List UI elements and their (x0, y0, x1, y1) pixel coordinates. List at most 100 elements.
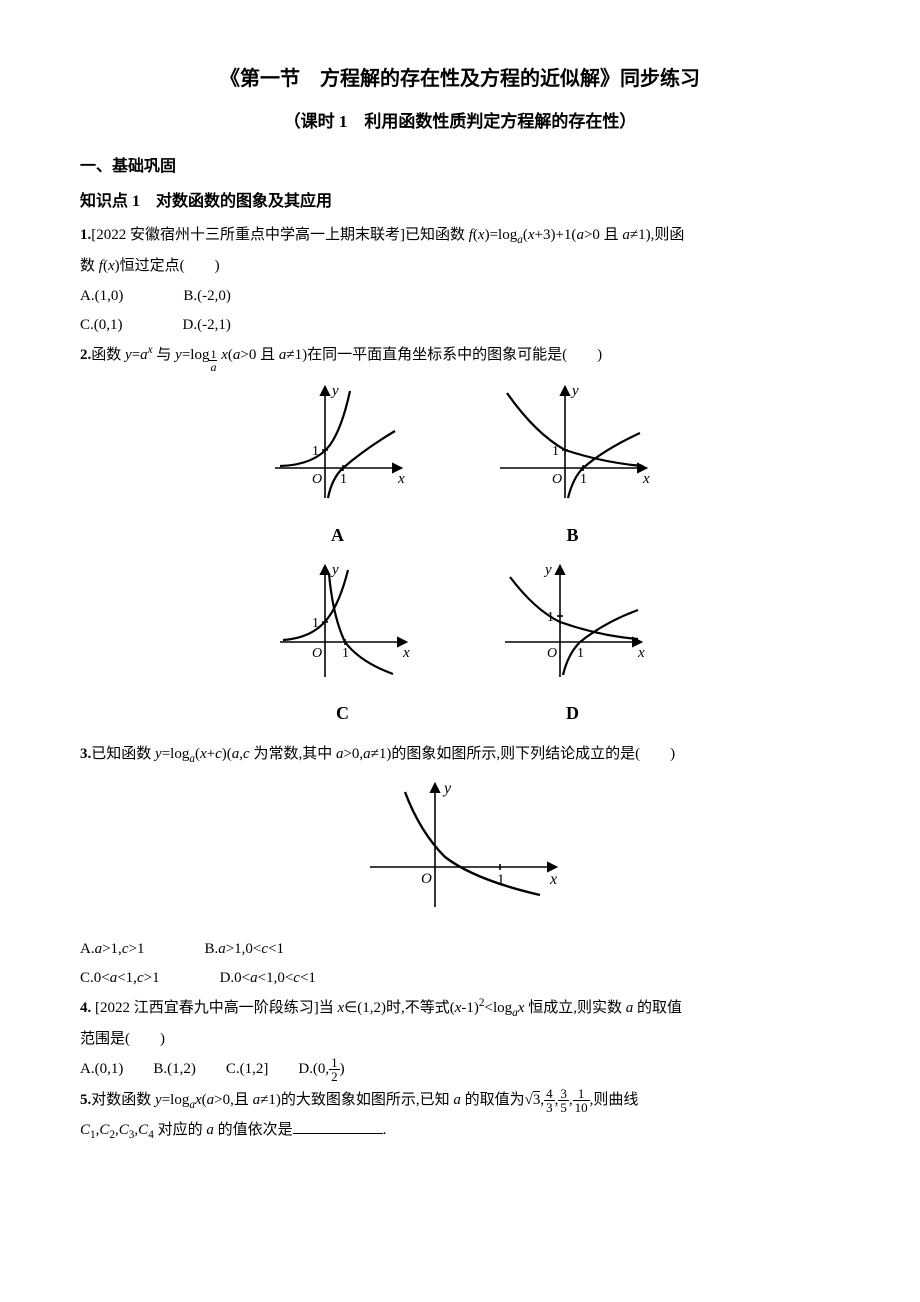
q2-logsub: 1a (209, 354, 217, 366)
q1-a: a (576, 227, 584, 243)
q1-x2: x (528, 227, 535, 243)
q2-label-c: C (275, 696, 410, 730)
q3d-a: a (250, 970, 258, 986)
q3b-m: >1,0< (226, 941, 262, 957)
q3-y: y (155, 746, 162, 762)
svg-text:O: O (552, 472, 562, 487)
page-title: 《第一节 方程解的存在性及方程的近似解》同步练习 (80, 60, 840, 98)
q3c-m: <1, (117, 970, 137, 986)
q3-options-row2: C.0<a<1,c>1 D.0<a<1,0<c<1 (80, 964, 840, 993)
q3b-l: B. (204, 941, 218, 957)
svg-text:x: x (642, 471, 650, 487)
q3-options-row1: A.a>1,c>1 B.a>1,0<c<1 (80, 935, 840, 964)
q3a-l: A. (80, 941, 95, 957)
q3-graph: y x O 1 (360, 777, 560, 917)
q4d-den: 2 (329, 1070, 340, 1083)
q4d-l: D.(0, (298, 1061, 329, 1077)
q1-ne1: ≠1),则函 (630, 227, 684, 243)
svg-text:1: 1 (342, 646, 349, 661)
q2-y2: y (175, 347, 182, 363)
q5-f3n: 1 (573, 1087, 590, 1101)
svg-text:y: y (330, 383, 339, 399)
section-heading: 一、基础巩固 (80, 152, 840, 182)
svg-text:x: x (397, 471, 405, 487)
q5-period: . (383, 1122, 387, 1138)
q4-lt: <log (485, 1000, 513, 1016)
q5-x: x (195, 1092, 202, 1108)
q5-l2mid: 对应的 (154, 1122, 207, 1138)
q1-l2a: 数 (80, 258, 99, 274)
q2-fig-d: x y O 1 1 D (500, 562, 645, 731)
knowledge-point-heading: 知识点 1 对数函数的图象及其应用 (80, 187, 840, 217)
q3-c2: c (243, 746, 250, 762)
q5-a3: a (453, 1092, 461, 1108)
q1-rp: )=log (485, 227, 518, 243)
q5-mid: 的取值为 (461, 1092, 525, 1108)
q3c-l: C.0< (80, 970, 110, 986)
q5-blank (293, 1118, 383, 1134)
q5-number: 5. (80, 1092, 91, 1108)
q3-eq: =log (162, 746, 190, 762)
q2-graph-c: x y O 1 1 (275, 562, 410, 682)
q2-mid: 与 (153, 347, 176, 363)
q1-opt-c: C.(0,1) (80, 311, 123, 340)
q3b-a: a (218, 941, 226, 957)
q1-p3: +3)+1( (535, 227, 577, 243)
svg-text:O: O (421, 871, 432, 887)
q4-pre: [2022 江西宜春九中高一阶段练习]当 (91, 1000, 337, 1016)
q5-f2d: 5 (558, 1101, 569, 1114)
q5-f1n: 4 (544, 1087, 555, 1101)
page-subtitle: （课时 1 利用函数性质判定方程解的存在性） (80, 106, 840, 138)
question-2: 2.函数 y=ax 与 y=log1a x(a>0 且 a≠1)在同一平面直角坐… (80, 341, 840, 373)
q2-graph-b: x y O 1 1 (495, 383, 650, 503)
svg-text:y: y (330, 562, 339, 578)
q2-label-b: B (495, 518, 650, 552)
q3d-m: <1,0< (258, 970, 294, 986)
q4-post: 恒成立,则实数 (524, 1000, 625, 1016)
q1-opt-d: D.(-2,1) (183, 311, 231, 340)
q5-pre: 对数函数 (91, 1092, 155, 1108)
q2-cond: >0 且 (240, 347, 278, 363)
q2-eq2: =log (182, 347, 210, 363)
question-4-line2: 范围是( ) (80, 1025, 840, 1054)
q1-options-row1: A.(1,0) B.(-2,0) (80, 282, 840, 311)
q1-opt-a: A.(1,0) (80, 282, 123, 311)
q1-gt0: >0 且 (584, 227, 622, 243)
q3-opt-d: D.0<a<1,0<c<1 (220, 964, 316, 993)
q3-opt-b: B.a>1,0<c<1 (204, 935, 284, 964)
q3a-m: >1, (102, 941, 122, 957)
q3c-c: c (137, 970, 144, 986)
svg-text:O: O (312, 646, 322, 661)
q2-a1: a (140, 347, 148, 363)
q2-label-d: D (500, 696, 645, 730)
svg-text:1: 1 (580, 472, 587, 487)
q4-post2: 的取值 (633, 1000, 682, 1016)
q2-y1: y (125, 347, 132, 363)
question-5: 5.对数函数 y=logax(a>0,且 a≠1)的大致图象如图所示,已知 a … (80, 1086, 840, 1115)
q1-a2: a (622, 227, 630, 243)
q1-options-row2: C.(0,1) D.(-2,1) (80, 311, 840, 340)
svg-text:O: O (312, 472, 322, 487)
q5-post: ,则曲线 (590, 1092, 639, 1108)
q4-opt-a: A.(0,1) (80, 1055, 123, 1084)
q3-number: 3. (80, 746, 91, 762)
question-4: 4. [2022 江西宜春九中高一阶段练习]当 x∈(1,2)时,不等式(x-1… (80, 994, 840, 1023)
q3-plusc: + (207, 746, 215, 762)
q5-C2: C (99, 1122, 109, 1138)
q3a-r: >1 (128, 941, 144, 957)
q3-rp: )( (222, 746, 232, 762)
q3-x: x (200, 746, 207, 762)
question-5-line2: C1,C2,C3,C4 对应的 a 的值依次是. (80, 1116, 840, 1145)
q2-fig-c: x y O 1 1 C (275, 562, 410, 731)
q5-a: a (207, 1092, 215, 1108)
q1-rp2: )恒过定点( ) (115, 258, 220, 274)
q2-fig-b: x y O 1 1 B (495, 383, 650, 552)
q1-x3: x (108, 258, 115, 274)
svg-text:1: 1 (577, 646, 584, 661)
q3-opt-a: A.a>1,c>1 (80, 935, 144, 964)
q4-opt-d: D.(0,12) (298, 1055, 344, 1084)
svg-text:x: x (637, 645, 645, 661)
q1-x: x (478, 227, 485, 243)
q3-mid: 为常数,其中 (250, 746, 336, 762)
q5-eq: =log (162, 1092, 190, 1108)
